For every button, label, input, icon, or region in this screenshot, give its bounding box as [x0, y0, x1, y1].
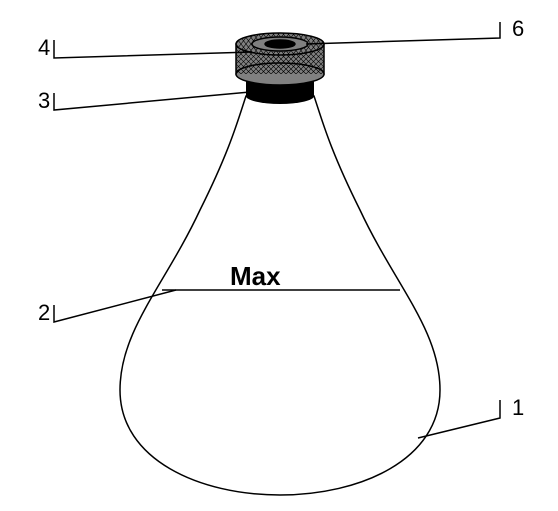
callout-label-3: 3 — [38, 88, 50, 113]
leader-2 — [54, 290, 176, 322]
leader-1 — [418, 400, 500, 438]
callout-label-1: 1 — [512, 395, 524, 420]
cap-ring — [206, 31, 351, 85]
flask-diagram: Max 1 2 3 4 6 — [0, 0, 558, 511]
flask-body — [120, 96, 440, 495]
max-label: Max — [230, 261, 281, 291]
leader-4 — [54, 40, 252, 58]
callout-label-6: 6 — [512, 16, 524, 41]
callout-label-2: 2 — [38, 300, 50, 325]
leader-6 — [306, 22, 500, 44]
callout-label-4: 4 — [38, 35, 50, 60]
leader-3 — [54, 92, 250, 110]
